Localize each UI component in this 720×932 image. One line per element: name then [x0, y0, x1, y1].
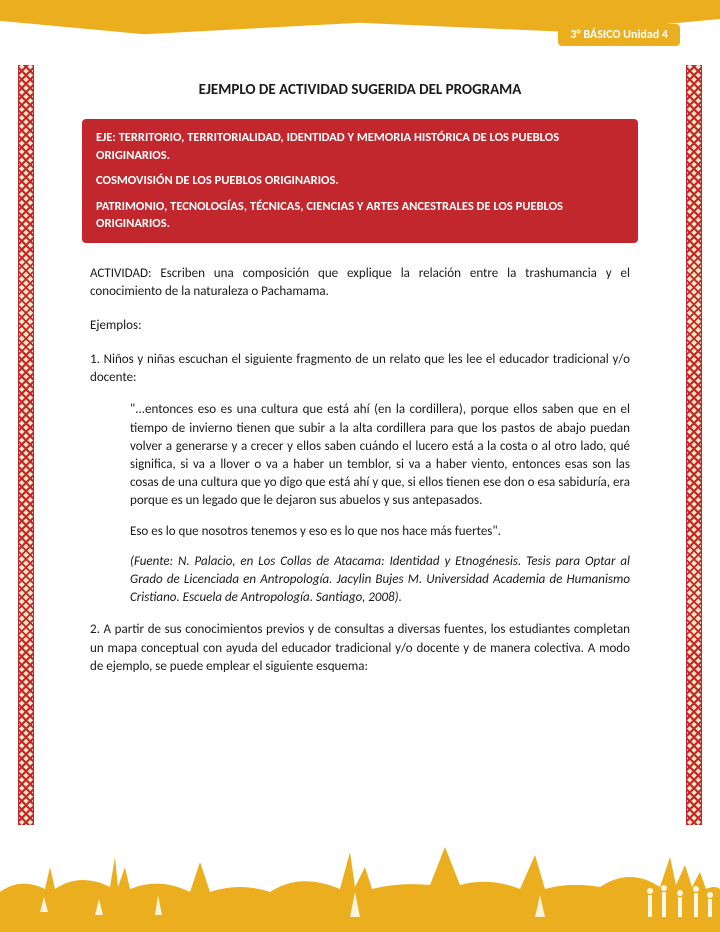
- left-pattern-border: [18, 65, 34, 825]
- unit-badge: 3° BÁSICO Unidad 4: [558, 24, 680, 46]
- document-content: EJEMPLO DE ACTIVIDAD SUGERIDA DEL PROGRA…: [90, 80, 630, 690]
- ejemplos-label: Ejemplos:: [90, 317, 630, 335]
- bottom-silhouette-decoration: [0, 837, 720, 932]
- quote-paragraph-1: "...entonces eso es una cultura que está…: [130, 401, 630, 510]
- activity-text: ACTIVIDAD: Escriben una composición que …: [90, 265, 630, 301]
- source-citation: (Fuente: N. Palacio, en Los Collas de At…: [130, 553, 630, 608]
- page-title: EJEMPLO DE ACTIVIDAD SUGERIDA DEL PROGRA…: [90, 80, 630, 101]
- eje-line-3: PATRIMONIO, TECNOLOGÍAS, TÉCNICAS, CIENC…: [96, 198, 624, 233]
- eje-line-2: COSMOVISIÓN DE LOS PUEBLOS ORIGINARIOS.: [96, 172, 624, 190]
- item-2: 2. A partir de sus conocimientos previos…: [90, 621, 630, 676]
- eje-box: EJE: TERRITORIO, TERRITORIALIDAD, IDENTI…: [82, 119, 638, 243]
- item-1: 1. Niños y niñas escuchan el siguiente f…: [90, 351, 630, 387]
- eje-line-1: EJE: TERRITORIO, TERRITORIALIDAD, IDENTI…: [96, 129, 624, 164]
- quote-paragraph-2: Eso es lo que nosotros tenemos y eso es …: [130, 523, 630, 541]
- right-pattern-border: [686, 65, 702, 825]
